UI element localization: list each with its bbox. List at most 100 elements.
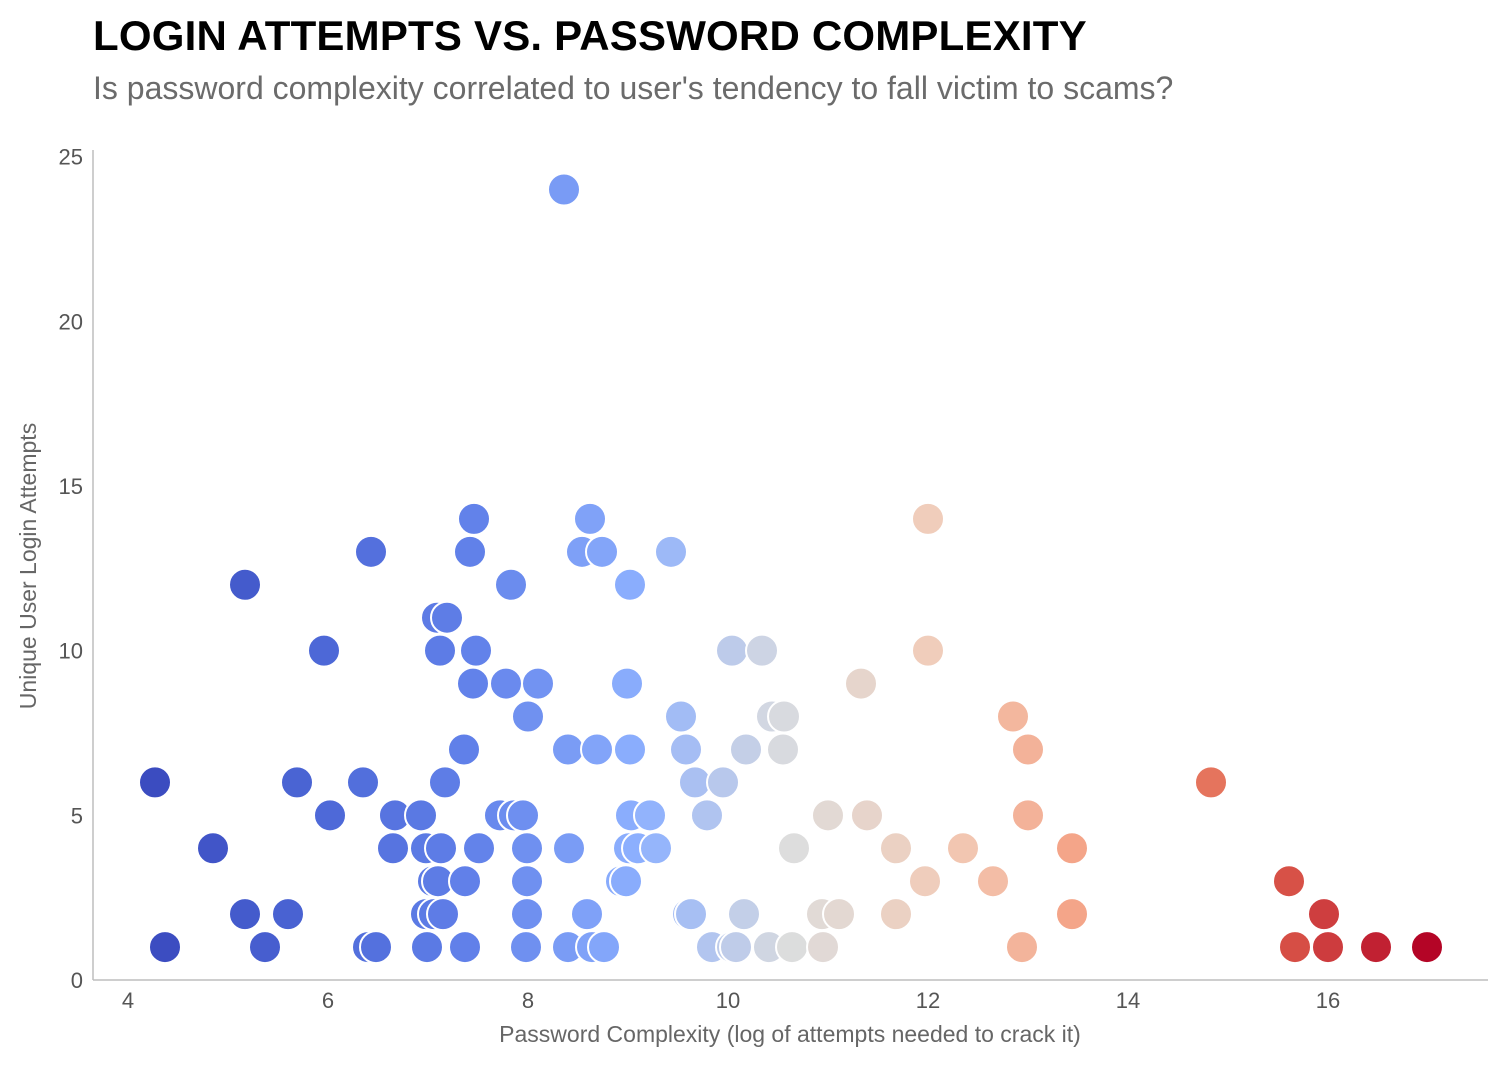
- y-tick-label: 10: [59, 639, 83, 664]
- data-point: [196, 831, 230, 866]
- data-point: [775, 930, 809, 965]
- data-point: [494, 567, 528, 602]
- data-point: [1359, 930, 1393, 965]
- x-tick-label: 8: [522, 988, 534, 1013]
- y-axis-label: Unique User Login Attempts: [15, 423, 41, 709]
- data-point: [806, 930, 840, 965]
- data-point: [511, 699, 545, 734]
- data-point: [228, 567, 262, 602]
- data-point: [844, 666, 878, 701]
- data-point: [510, 897, 544, 932]
- data-point: [510, 831, 544, 866]
- data-point: [489, 666, 523, 701]
- y-tick-label: 5: [71, 803, 83, 828]
- data-point: [633, 798, 667, 833]
- data-point: [547, 172, 581, 207]
- data-point: [1055, 831, 1089, 866]
- y-tick-label: 20: [59, 309, 83, 334]
- data-point: [1272, 864, 1306, 899]
- data-point: [706, 765, 740, 800]
- data-point: [307, 633, 341, 668]
- data-point: [911, 501, 945, 536]
- data-point: [976, 864, 1010, 899]
- data-point: [766, 732, 800, 767]
- x-tick-label: 10: [716, 988, 740, 1013]
- data-point: [745, 633, 779, 668]
- data-point: [428, 765, 462, 800]
- data-point: [1278, 930, 1312, 965]
- data-point: [573, 501, 607, 536]
- data-point: [447, 732, 481, 767]
- data-point: [376, 831, 410, 866]
- data-point: [148, 930, 182, 965]
- x-axis-label: Password Complexity (log of attempts nee…: [499, 1021, 1081, 1047]
- data-point: [456, 666, 490, 701]
- data-point: [674, 897, 708, 932]
- data-point: [664, 699, 698, 734]
- x-tick-label: 16: [1316, 988, 1340, 1013]
- x-tick-label: 6: [322, 988, 334, 1013]
- y-tick-label: 25: [59, 145, 83, 170]
- data-point: [587, 930, 621, 965]
- data-point: [669, 732, 703, 767]
- chart-title: LOGIN ATTEMPTS VS. PASSWORD COMPLEXITY: [93, 12, 1087, 59]
- data-point: [448, 864, 482, 899]
- data-point: [354, 534, 388, 569]
- data-point: [248, 930, 282, 965]
- data-point: [551, 732, 585, 767]
- x-tick-label: 4: [122, 988, 134, 1013]
- y-tick-label: 15: [59, 474, 83, 499]
- data-point: [850, 798, 884, 833]
- data-point: [423, 633, 457, 668]
- data-point: [510, 864, 544, 899]
- data-point: [996, 699, 1030, 734]
- data-point: [462, 831, 496, 866]
- data-point: [457, 501, 491, 536]
- data-point: [690, 798, 724, 833]
- data-point: [946, 831, 980, 866]
- data-point: [585, 534, 619, 569]
- data-point: [715, 633, 749, 668]
- data-point: [359, 930, 393, 965]
- data-point: [313, 798, 347, 833]
- data-point: [404, 798, 438, 833]
- data-point: [580, 732, 614, 767]
- data-point: [570, 897, 604, 932]
- data-point: [506, 798, 540, 833]
- data-point: [613, 732, 647, 767]
- data-point: [879, 897, 913, 932]
- data-point: [509, 930, 543, 965]
- data-point: [1055, 897, 1089, 932]
- data-point: [879, 831, 913, 866]
- y-tick-label: 0: [71, 968, 83, 993]
- axis-ticks: 4 6 8 10 12 14 16 0 5 10 15 20 25: [59, 145, 1341, 1013]
- data-point: [1011, 798, 1045, 833]
- data-point: [430, 600, 464, 635]
- data-point: [1307, 897, 1341, 932]
- data-point: [346, 765, 380, 800]
- data-point: [908, 864, 942, 899]
- chart-subtitle: Is password complexity correlated to use…: [93, 70, 1174, 106]
- data-point: [138, 765, 172, 800]
- data-points: [138, 172, 1444, 965]
- data-point: [228, 897, 262, 932]
- data-point: [271, 897, 305, 932]
- data-point: [1410, 930, 1444, 965]
- data-point: [424, 831, 458, 866]
- data-point: [453, 534, 487, 569]
- data-point: [448, 930, 482, 965]
- x-tick-label: 14: [1116, 988, 1140, 1013]
- data-point: [727, 897, 761, 932]
- data-point: [609, 864, 643, 899]
- data-point: [1311, 930, 1345, 965]
- data-point: [777, 831, 811, 866]
- data-point: [729, 732, 763, 767]
- data-point: [410, 930, 444, 965]
- data-point: [521, 666, 555, 701]
- data-point: [459, 633, 493, 668]
- data-point: [426, 897, 460, 932]
- data-point: [654, 534, 688, 569]
- data-point: [613, 567, 647, 602]
- data-point: [911, 633, 945, 668]
